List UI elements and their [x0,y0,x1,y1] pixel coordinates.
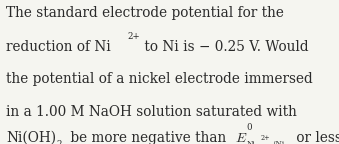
Text: Ni(OH): Ni(OH) [6,131,56,144]
Text: 0: 0 [246,123,252,132]
Text: 2+: 2+ [261,134,271,142]
Text: reduction of Ni: reduction of Ni [6,40,111,54]
Text: /Ni: /Ni [273,140,284,144]
Text: in a 1.00 M NaOH solution saturated with: in a 1.00 M NaOH solution saturated with [6,105,297,119]
Text: to Ni is − 0.25 V. Would: to Ni is − 0.25 V. Would [140,40,309,54]
Text: or less’: or less’ [292,131,339,144]
Text: 2: 2 [56,140,62,144]
Text: $E$: $E$ [235,131,247,144]
Text: The standard electrode potential for the: The standard electrode potential for the [6,6,284,20]
Text: be more negative than: be more negative than [66,131,231,144]
Text: the potential of a nickel electrode immersed: the potential of a nickel electrode imme… [6,72,313,86]
Text: Ni: Ni [246,140,255,144]
Text: 2+: 2+ [127,32,140,41]
